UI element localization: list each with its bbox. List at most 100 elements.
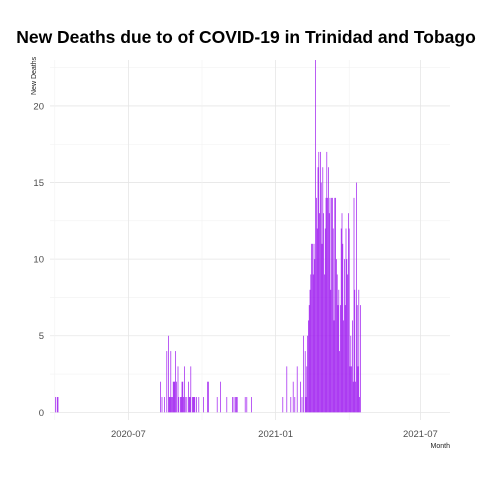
death-bar (171, 397, 172, 413)
death-bar (348, 213, 349, 413)
death-bar (309, 289, 311, 413)
death-bar (160, 381, 161, 413)
death-bar (308, 320, 309, 413)
death-bar (196, 397, 197, 413)
death-bar (193, 397, 195, 413)
death-bar (355, 381, 356, 413)
death-bar (173, 381, 175, 413)
death-bar (207, 381, 208, 413)
death-bar (322, 167, 324, 413)
death-bar (344, 259, 345, 413)
death-bar (161, 397, 163, 413)
death-bar (341, 213, 343, 413)
bar-series (55, 60, 361, 413)
death-bar (340, 228, 342, 413)
y-tick-label: 5 (39, 331, 44, 342)
death-bar (340, 305, 341, 413)
death-bar (192, 397, 194, 413)
death-bar (318, 151, 320, 413)
death-bar (343, 320, 344, 413)
death-bar (339, 351, 340, 413)
death-bar (188, 381, 189, 413)
death-bar (333, 320, 335, 413)
death-bar (304, 351, 306, 413)
death-bar (198, 397, 200, 413)
death-bar (357, 366, 359, 413)
death-bar (251, 397, 252, 413)
death-bar (181, 381, 183, 413)
death-bar (313, 243, 315, 413)
death-bar (168, 397, 170, 413)
death-bar (310, 274, 312, 413)
death-bar (338, 289, 340, 413)
death-bar (226, 397, 228, 413)
death-bar (352, 381, 354, 413)
death-bar (305, 397, 307, 413)
death-bar (306, 366, 308, 413)
death-bar (332, 228, 334, 413)
death-bar (314, 259, 316, 413)
death-bar (332, 197, 333, 413)
death-bar (312, 274, 314, 413)
death-bar (236, 397, 237, 413)
y-tick-label: 10 (33, 255, 44, 266)
death-bar (301, 397, 303, 413)
death-bar (188, 397, 190, 413)
death-bar (331, 197, 332, 413)
death-bar (356, 182, 357, 413)
death-bar (177, 366, 179, 413)
death-bar (296, 366, 298, 413)
death-bar (186, 397, 188, 413)
death-bar (55, 397, 56, 413)
death-bar (174, 381, 176, 413)
death-bar (326, 151, 328, 413)
x-axis-ticks: 2020-07 2021-01 2021-07 (111, 429, 438, 440)
death-bar (184, 366, 185, 413)
death-bar (172, 397, 173, 413)
death-bar (348, 228, 350, 413)
death-bar (344, 305, 346, 413)
death-bar (303, 335, 304, 413)
death-bar (208, 381, 209, 413)
death-bar (328, 167, 329, 413)
death-bar (358, 289, 360, 413)
death-bar (308, 305, 310, 413)
death-bar (180, 397, 181, 413)
death-bar (328, 213, 330, 413)
death-bar (320, 182, 322, 413)
death-bar (347, 274, 348, 413)
death-bar (337, 305, 339, 413)
death-bar (220, 381, 221, 413)
death-bar (336, 274, 338, 413)
death-bar (192, 397, 193, 413)
y-tick-label: 0 (39, 408, 44, 419)
death-bar (334, 197, 336, 413)
death-bar (244, 397, 246, 413)
death-bar (176, 381, 177, 413)
death-bar (345, 228, 347, 413)
death-bar (342, 243, 344, 413)
y-axis-title: New Deaths (31, 56, 38, 95)
death-bar (335, 197, 336, 413)
death-bar (330, 289, 332, 413)
death-bar (312, 243, 313, 413)
death-bar (172, 381, 174, 413)
death-bar (190, 366, 192, 413)
x-tick-label: 2020-07 (111, 429, 146, 440)
death-bar (316, 228, 318, 413)
death-bar (57, 397, 59, 413)
death-bar (323, 213, 324, 413)
death-bar (56, 397, 58, 413)
death-bar (194, 397, 196, 413)
x-tick-label: 2021-01 (258, 429, 293, 440)
death-bar (317, 167, 319, 413)
death-bar (164, 397, 165, 413)
x-tick-label: 2021-07 (403, 429, 438, 440)
death-bar (183, 397, 184, 413)
death-bar (232, 397, 233, 413)
death-bar (350, 335, 352, 413)
death-bar (349, 366, 351, 413)
death-bar (316, 197, 317, 413)
death-bar (307, 335, 308, 413)
